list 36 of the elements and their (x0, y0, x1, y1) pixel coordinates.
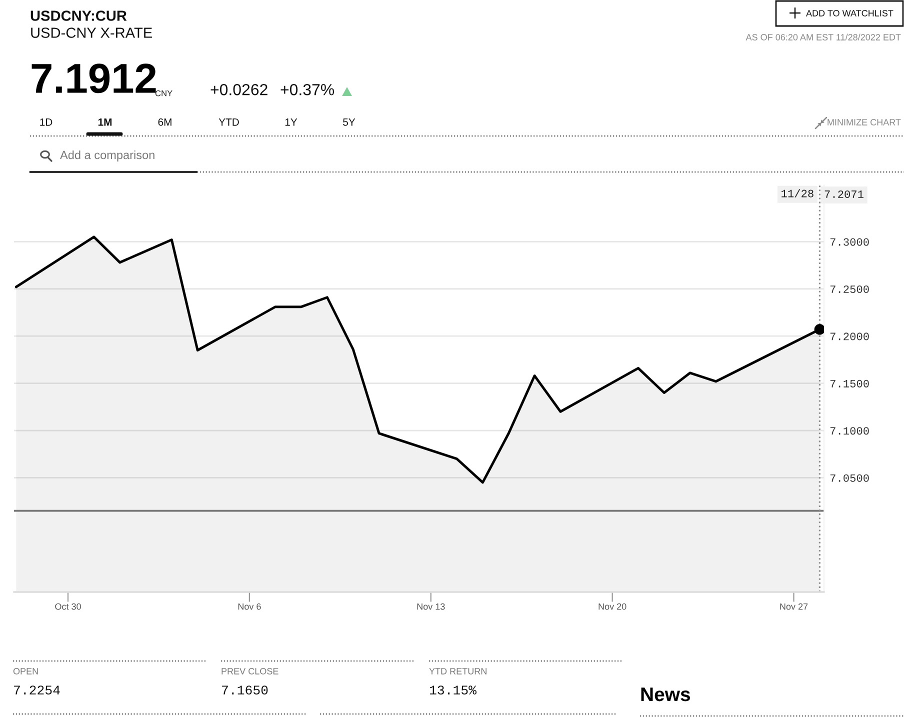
x-tick-label: Nov 13 (417, 603, 445, 610)
text: MINIMIZE CHART (828, 119, 901, 126)
text: 1Y (285, 118, 298, 126)
chart-subtitle: USD-CNY X-RATE (31, 28, 152, 38)
text: +0.0262 (210, 84, 268, 96)
text: Add a comparison (60, 150, 154, 162)
text: YTD (218, 118, 239, 126)
text: OPEN (13, 668, 38, 674)
text: 1D (40, 118, 52, 126)
y-tick-label: 7.3000 (830, 238, 869, 246)
chart-title: USDCNY:CUR (30, 10, 127, 21)
x-tick-label: Nov 6 (238, 603, 261, 610)
text: +0.37% (280, 84, 334, 96)
x-tick-label: Oct 30 (55, 603, 81, 610)
text: YTD RETURN (429, 668, 486, 674)
ref-line-label: 11/28 (782, 189, 814, 198)
text: 7.2071 (824, 190, 864, 198)
y-tick-label: 7.2000 (830, 332, 869, 340)
y-tick-label: 7.1500 (830, 380, 869, 388)
text: ADD TO WATCHLIST (806, 10, 894, 16)
text: 7.1912 (32, 64, 156, 94)
text: CNY (155, 90, 172, 96)
text: 5Y (343, 118, 356, 126)
text: PREV CLOSE (222, 668, 278, 674)
y-tick-label: 7.1000 (830, 427, 869, 435)
text: AS OF 06:20 AM EST 11/28/2022 EDT (746, 34, 901, 40)
text: 13.15% (430, 686, 477, 695)
y-tick-label: 7.2500 (830, 285, 869, 294)
text: 7.2254 (14, 686, 60, 695)
text: 7.1650 (222, 686, 268, 695)
x-tick-label: Nov 20 (598, 603, 626, 610)
text: News (641, 688, 690, 702)
text: 1M (98, 118, 112, 126)
text: 6M (158, 118, 172, 126)
y-tick-label: 7.0500 (830, 474, 869, 482)
x-tick-label: Nov 27 (780, 603, 808, 610)
